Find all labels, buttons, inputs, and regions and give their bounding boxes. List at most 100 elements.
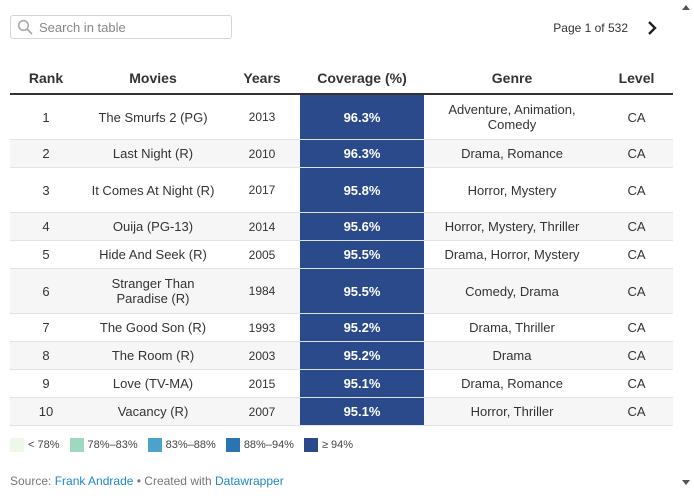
- column-header-level[interactable]: Level: [600, 63, 673, 95]
- cell-year: 2007: [224, 397, 300, 426]
- legend-item: < 78%: [10, 438, 60, 452]
- column-header-movies[interactable]: Movies: [82, 63, 224, 95]
- cell-year: 2003: [224, 341, 300, 370]
- table-row: 3 It Comes At Night (R) 2017 95.8% Horro…: [10, 167, 673, 213]
- legend-label: 78%–83%: [87, 439, 138, 451]
- next-page-button[interactable]: [640, 18, 664, 38]
- table-row: 7 The Good Son (R) 1993 95.2% Drama, Thr…: [10, 313, 673, 342]
- table-row: 5 Hide And Seek (R) 2005 95.5% Drama, Ho…: [10, 240, 673, 269]
- datawrapper-link[interactable]: Datawrapper: [215, 474, 284, 488]
- cell-coverage: 95.5%: [300, 268, 424, 314]
- table-row: 2 Last Night (R) 2010 96.3% Drama, Roman…: [10, 139, 673, 168]
- cell-coverage: 96.3%: [300, 139, 424, 168]
- legend-label: 83%–88%: [165, 439, 216, 451]
- cell-rank: 6: [10, 268, 82, 314]
- cell-movie: The Good Son (R): [82, 313, 224, 342]
- cell-genre: Drama, Romance: [424, 139, 600, 168]
- cell-year: 2010: [224, 139, 300, 168]
- cell-level: CA: [600, 313, 673, 342]
- cell-movie: Ouija (PG-13): [82, 212, 224, 241]
- cell-movie: Last Night (R): [82, 139, 224, 168]
- cell-coverage: 95.8%: [300, 167, 424, 213]
- table-row: 1 The Smurfs 2 (PG) 2013 96.3% Adventure…: [10, 94, 673, 140]
- column-header-coverage[interactable]: Coverage (%): [300, 63, 424, 95]
- cell-level: CA: [600, 397, 673, 426]
- cell-rank: 4: [10, 212, 82, 241]
- search-icon: [15, 17, 35, 37]
- cell-coverage: 95.2%: [300, 313, 424, 342]
- cell-rank: 1: [10, 94, 82, 140]
- search-box[interactable]: [10, 15, 232, 39]
- cell-level: CA: [600, 94, 673, 140]
- cell-rank: 10: [10, 397, 82, 426]
- cell-genre: Horror, Thriller: [424, 397, 600, 426]
- cell-movie: The Smurfs 2 (PG): [82, 94, 224, 140]
- legend-swatch: [225, 438, 240, 452]
- scroll-down-arrow-icon[interactable]: [682, 480, 690, 485]
- chevron-right-icon: [648, 21, 657, 35]
- cell-year: 1993: [224, 313, 300, 342]
- search-input[interactable]: [37, 18, 231, 36]
- cell-coverage: 95.2%: [300, 341, 424, 370]
- cell-rank: 9: [10, 369, 82, 398]
- legend-swatch: [147, 438, 162, 452]
- cell-genre: Drama, Romance: [424, 369, 600, 398]
- legend-swatch: [303, 438, 318, 452]
- legend-label: ≥ 94%: [321, 439, 354, 451]
- cell-movie: It Comes At Night (R): [82, 167, 224, 213]
- cell-rank: 5: [10, 240, 82, 269]
- cell-movie: Stranger Than Paradise (R): [82, 268, 224, 314]
- source-footer: Source: Frank Andrade • Created with Dat…: [10, 474, 284, 488]
- legend-label: 88%–94%: [243, 439, 294, 451]
- table-row: 6 Stranger Than Paradise (R) 1984 95.5% …: [10, 268, 673, 314]
- cell-movie: Hide And Seek (R): [82, 240, 224, 269]
- cell-year: 2015: [224, 369, 300, 398]
- cell-coverage: 95.1%: [300, 397, 424, 426]
- pagination: Page 1 of 532: [553, 18, 664, 38]
- source-link[interactable]: Frank Andrade: [54, 474, 134, 488]
- cell-year: 2014: [224, 212, 300, 241]
- cell-level: CA: [600, 369, 673, 398]
- table-row: 4 Ouija (PG-13) 2014 95.6% Horror, Myste…: [10, 212, 673, 241]
- cell-coverage: 95.5%: [300, 240, 424, 269]
- cell-level: CA: [600, 212, 673, 241]
- cell-level: CA: [600, 341, 673, 370]
- cell-genre: Drama, Horror, Mystery: [424, 240, 600, 269]
- table-row: 8 The Room (R) 2003 95.2% Drama CA: [10, 341, 673, 370]
- cell-year: 1984: [224, 268, 300, 314]
- cell-movie: Love (TV-MA): [82, 369, 224, 398]
- cell-year: 2013: [224, 94, 300, 140]
- table-row: 10 Vacancy (R) 2007 95.1% Horror, Thrill…: [10, 397, 673, 426]
- source-prefix: Source:: [10, 474, 55, 488]
- legend-item: 83%–88%: [147, 438, 216, 452]
- legend-label: < 78%: [28, 439, 60, 451]
- cell-rank: 8: [10, 341, 82, 370]
- table-header-row: Rank Movies Years Coverage (%) Genre Lev…: [10, 63, 673, 95]
- cell-coverage: 95.6%: [300, 212, 424, 241]
- cell-coverage: 95.1%: [300, 369, 424, 398]
- cell-movie: The Room (R): [82, 341, 224, 370]
- cell-genre: Horror, Mystery: [424, 167, 600, 213]
- column-header-genre[interactable]: Genre: [424, 63, 600, 95]
- table-row: 9 Love (TV-MA) 2015 95.1% Drama, Romance…: [10, 369, 673, 398]
- legend-swatch: [69, 438, 84, 452]
- cell-year: 2017: [224, 167, 300, 213]
- scroll-up-arrow-icon[interactable]: [682, 5, 690, 10]
- cell-genre: Comedy, Drama: [424, 268, 600, 314]
- legend-swatch: [10, 438, 24, 452]
- cell-level: CA: [600, 268, 673, 314]
- cell-level: CA: [600, 240, 673, 269]
- movies-table: Rank Movies Years Coverage (%) Genre Lev…: [10, 63, 673, 426]
- cell-level: CA: [600, 139, 673, 168]
- column-header-rank[interactable]: Rank: [10, 63, 82, 95]
- color-legend: < 78% 78%–83% 83%–88% 88%–94% ≥ 94%: [10, 438, 363, 452]
- cell-coverage: 96.3%: [300, 94, 424, 140]
- cell-rank: 7: [10, 313, 82, 342]
- cell-level: CA: [600, 167, 673, 213]
- legend-item: 78%–83%: [69, 438, 138, 452]
- footer-separator: • Created with: [133, 474, 215, 488]
- scrollbar[interactable]: [680, 0, 694, 499]
- cell-rank: 2: [10, 139, 82, 168]
- column-header-years[interactable]: Years: [224, 63, 300, 95]
- cell-genre: Adventure, Animation, Comedy: [424, 94, 600, 140]
